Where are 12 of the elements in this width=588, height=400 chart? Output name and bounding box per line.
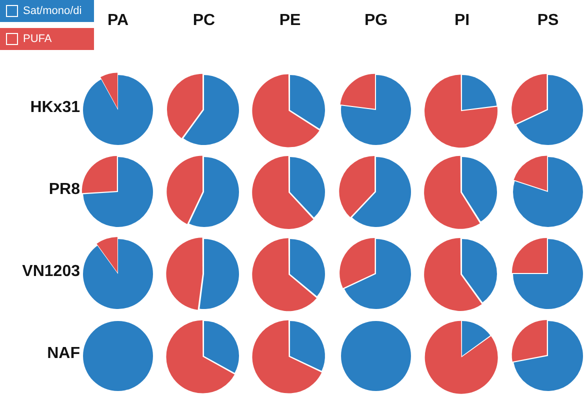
chart-title: PS: [536, 12, 560, 30]
chart-title: PC: [192, 12, 216, 30]
chart-title: PI: [453, 12, 471, 30]
legend-label: Sat/mono/di: [23, 5, 82, 17]
text: HKx31: [30, 99, 80, 117]
chart-title: PE: [278, 12, 302, 30]
legend-label: PUFA: [23, 33, 52, 46]
chart-title: PA: [107, 12, 129, 29]
text: VN1203: [22, 263, 80, 281]
text: PR8: [48, 181, 80, 199]
chart-title: PG: [363, 12, 389, 30]
text: NAF: [47, 345, 80, 363]
